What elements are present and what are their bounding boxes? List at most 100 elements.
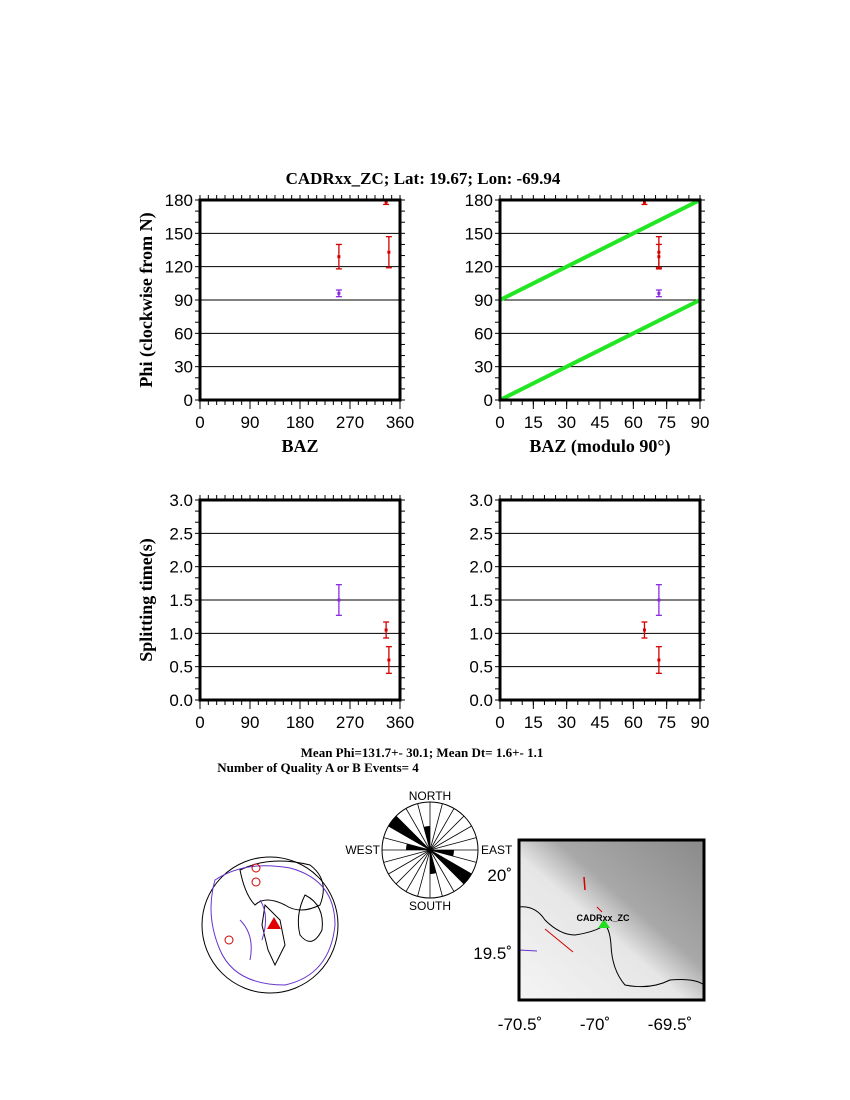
fast-axis-bar bbox=[596, 906, 603, 913]
rose-wedge bbox=[430, 850, 472, 884]
plot-frame bbox=[198, 198, 402, 402]
x-tick-label: 180 bbox=[286, 413, 314, 432]
y-tick-label: 90 bbox=[474, 291, 493, 310]
x-tick-label: 30 bbox=[557, 713, 576, 732]
x-tick-label: 0 bbox=[495, 413, 504, 432]
data-point bbox=[657, 291, 661, 295]
y-tick-label: 1.0 bbox=[169, 624, 193, 643]
x-tick-label: 15 bbox=[524, 713, 543, 732]
event-location bbox=[251, 863, 261, 873]
rose-spoke bbox=[388, 849, 431, 875]
x-tick-label: 0 bbox=[495, 713, 504, 732]
rose-diagram: NORTH SOUTH WEST EAST bbox=[345, 789, 513, 913]
rose-spoke bbox=[388, 825, 431, 851]
x-tick-label: 60 bbox=[624, 413, 643, 432]
globe-landmass bbox=[297, 894, 323, 942]
rose-spoke bbox=[429, 849, 443, 897]
x-tick-label: 45 bbox=[591, 413, 610, 432]
topography bbox=[519, 840, 704, 1000]
y-axis-label: Splitting time(s) bbox=[136, 538, 157, 662]
x-tick-label: 270 bbox=[336, 713, 364, 732]
x-tick-label: 15 bbox=[524, 413, 543, 432]
rose-spoke bbox=[383, 849, 431, 863]
plot-1: 0 30 60 90 120 150 180 0 90 180 270 360 BAZ Phi (cloc… bbox=[136, 191, 414, 456]
rose-spoke bbox=[429, 849, 455, 892]
fast-axis-bar bbox=[544, 928, 574, 953]
rose-west-label: WEST bbox=[345, 843, 380, 857]
rose-east-label: EAST bbox=[481, 843, 513, 857]
data-point bbox=[657, 250, 661, 254]
x-tick-label: 90 bbox=[691, 713, 710, 732]
y-tick-label: 1.5 bbox=[469, 591, 493, 610]
plate-boundaries bbox=[239, 899, 266, 961]
data-point bbox=[657, 658, 661, 662]
y-tick-label: 120 bbox=[465, 258, 493, 277]
y-tick-label: 3.0 bbox=[469, 491, 493, 510]
x-tick-label: 75 bbox=[657, 713, 676, 732]
rose-spoke bbox=[395, 815, 431, 851]
rose-spoke bbox=[429, 808, 455, 851]
event-count: Number of Quality A or B Events= 4 bbox=[217, 760, 419, 775]
rose-outline bbox=[381, 801, 479, 899]
lat-tick: 19.5˚ bbox=[473, 944, 512, 963]
rose-spoke bbox=[405, 849, 431, 892]
data-point bbox=[337, 598, 341, 602]
x-tick-label: 90 bbox=[691, 413, 710, 432]
x-tick-label: 30 bbox=[557, 413, 576, 432]
x-tick-label: 90 bbox=[241, 413, 260, 432]
data-point bbox=[387, 658, 391, 662]
y-tick-label: 180 bbox=[465, 191, 493, 210]
y-tick-label: 2.0 bbox=[169, 558, 193, 577]
rose-spoke bbox=[417, 849, 431, 897]
plot-frame bbox=[198, 498, 402, 702]
event-location bbox=[224, 935, 234, 945]
lat-tick: 20˚ bbox=[487, 866, 512, 885]
x-tick-label: 360 bbox=[386, 713, 414, 732]
x-axis-label: BAZ bbox=[281, 436, 318, 456]
station-map: CADRxx_ZC -70.5˚ -70˚ -69.5˚ 20˚ 19.5˚ bbox=[473, 838, 706, 1034]
y-tick-label: 1.5 bbox=[169, 591, 193, 610]
plate-boundaries bbox=[210, 865, 336, 986]
x-tick-label: 180 bbox=[286, 713, 314, 732]
y-tick-label: 2.0 bbox=[469, 558, 493, 577]
y-tick-label: 0.5 bbox=[469, 658, 493, 677]
plot-frame bbox=[498, 198, 702, 402]
rose-spoke bbox=[429, 849, 472, 875]
station-triangle-icon bbox=[598, 919, 610, 928]
plot-3: 0.0 0.5 1.0 1.5 2.0 2.5 3.0 0 90 180 270 360 Splitti… bbox=[136, 491, 414, 732]
y-tick-label: 3.0 bbox=[169, 491, 193, 510]
rose-spoke bbox=[429, 803, 443, 851]
y-tick-label: 1.0 bbox=[469, 624, 493, 643]
fast-axis-bar bbox=[518, 949, 538, 952]
globe-landmass bbox=[239, 860, 324, 911]
y-tick-label: 2.5 bbox=[469, 524, 493, 543]
event-location bbox=[251, 877, 261, 887]
y-tick-label: 120 bbox=[165, 258, 193, 277]
x-tick-label: 270 bbox=[336, 413, 364, 432]
lon-tick: -69.5˚ bbox=[648, 1015, 692, 1034]
globe-map bbox=[201, 856, 339, 994]
figure-title: CADRxx_ZC; Lat: 19.67; Lon: -69.94 bbox=[286, 169, 561, 188]
rose-spoke bbox=[417, 803, 431, 851]
data-point bbox=[657, 598, 661, 602]
y-tick-label: 90 bbox=[174, 291, 193, 310]
y-tick-label: 180 bbox=[165, 191, 193, 210]
x-tick-label: 45 bbox=[591, 713, 610, 732]
data-point bbox=[387, 250, 391, 254]
coastline bbox=[518, 906, 705, 988]
rose-spoke bbox=[395, 849, 431, 885]
reference-line bbox=[499, 198, 701, 302]
globe-landmass bbox=[261, 903, 286, 967]
reference-line bbox=[499, 298, 701, 402]
globe-outline bbox=[201, 856, 339, 994]
y-tick-label: 0.5 bbox=[169, 658, 193, 677]
plot-frame bbox=[498, 498, 702, 702]
rose-spoke bbox=[429, 837, 477, 851]
x-tick-label: 0 bbox=[195, 713, 204, 732]
x-tick-label: 360 bbox=[386, 413, 414, 432]
data-point bbox=[384, 628, 388, 632]
plot-4: 0.0 0.5 1.0 1.5 2.0 2.5 3.0 0 15 30 45 60 75 90 bbox=[469, 491, 709, 732]
rose-spoke bbox=[383, 837, 431, 851]
y-tick-label: 150 bbox=[465, 224, 493, 243]
